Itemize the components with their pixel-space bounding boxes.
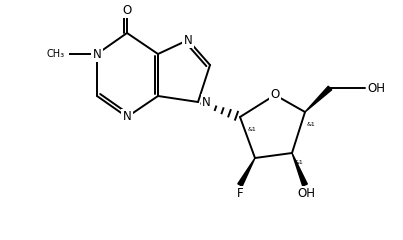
Text: N: N: [202, 96, 211, 108]
Polygon shape: [305, 86, 332, 112]
Text: &1: &1: [307, 122, 316, 127]
Text: N: N: [184, 34, 192, 47]
Text: &1: &1: [248, 127, 257, 132]
Text: O: O: [270, 88, 280, 101]
Polygon shape: [292, 153, 307, 186]
Polygon shape: [238, 158, 255, 186]
Text: N: N: [93, 48, 102, 60]
Text: CH₃: CH₃: [47, 49, 65, 59]
Text: &1: &1: [295, 160, 304, 165]
Text: N: N: [123, 110, 131, 124]
Text: F: F: [237, 187, 243, 200]
Text: OH: OH: [367, 82, 385, 95]
Text: OH: OH: [297, 187, 315, 200]
Text: O: O: [123, 4, 132, 17]
